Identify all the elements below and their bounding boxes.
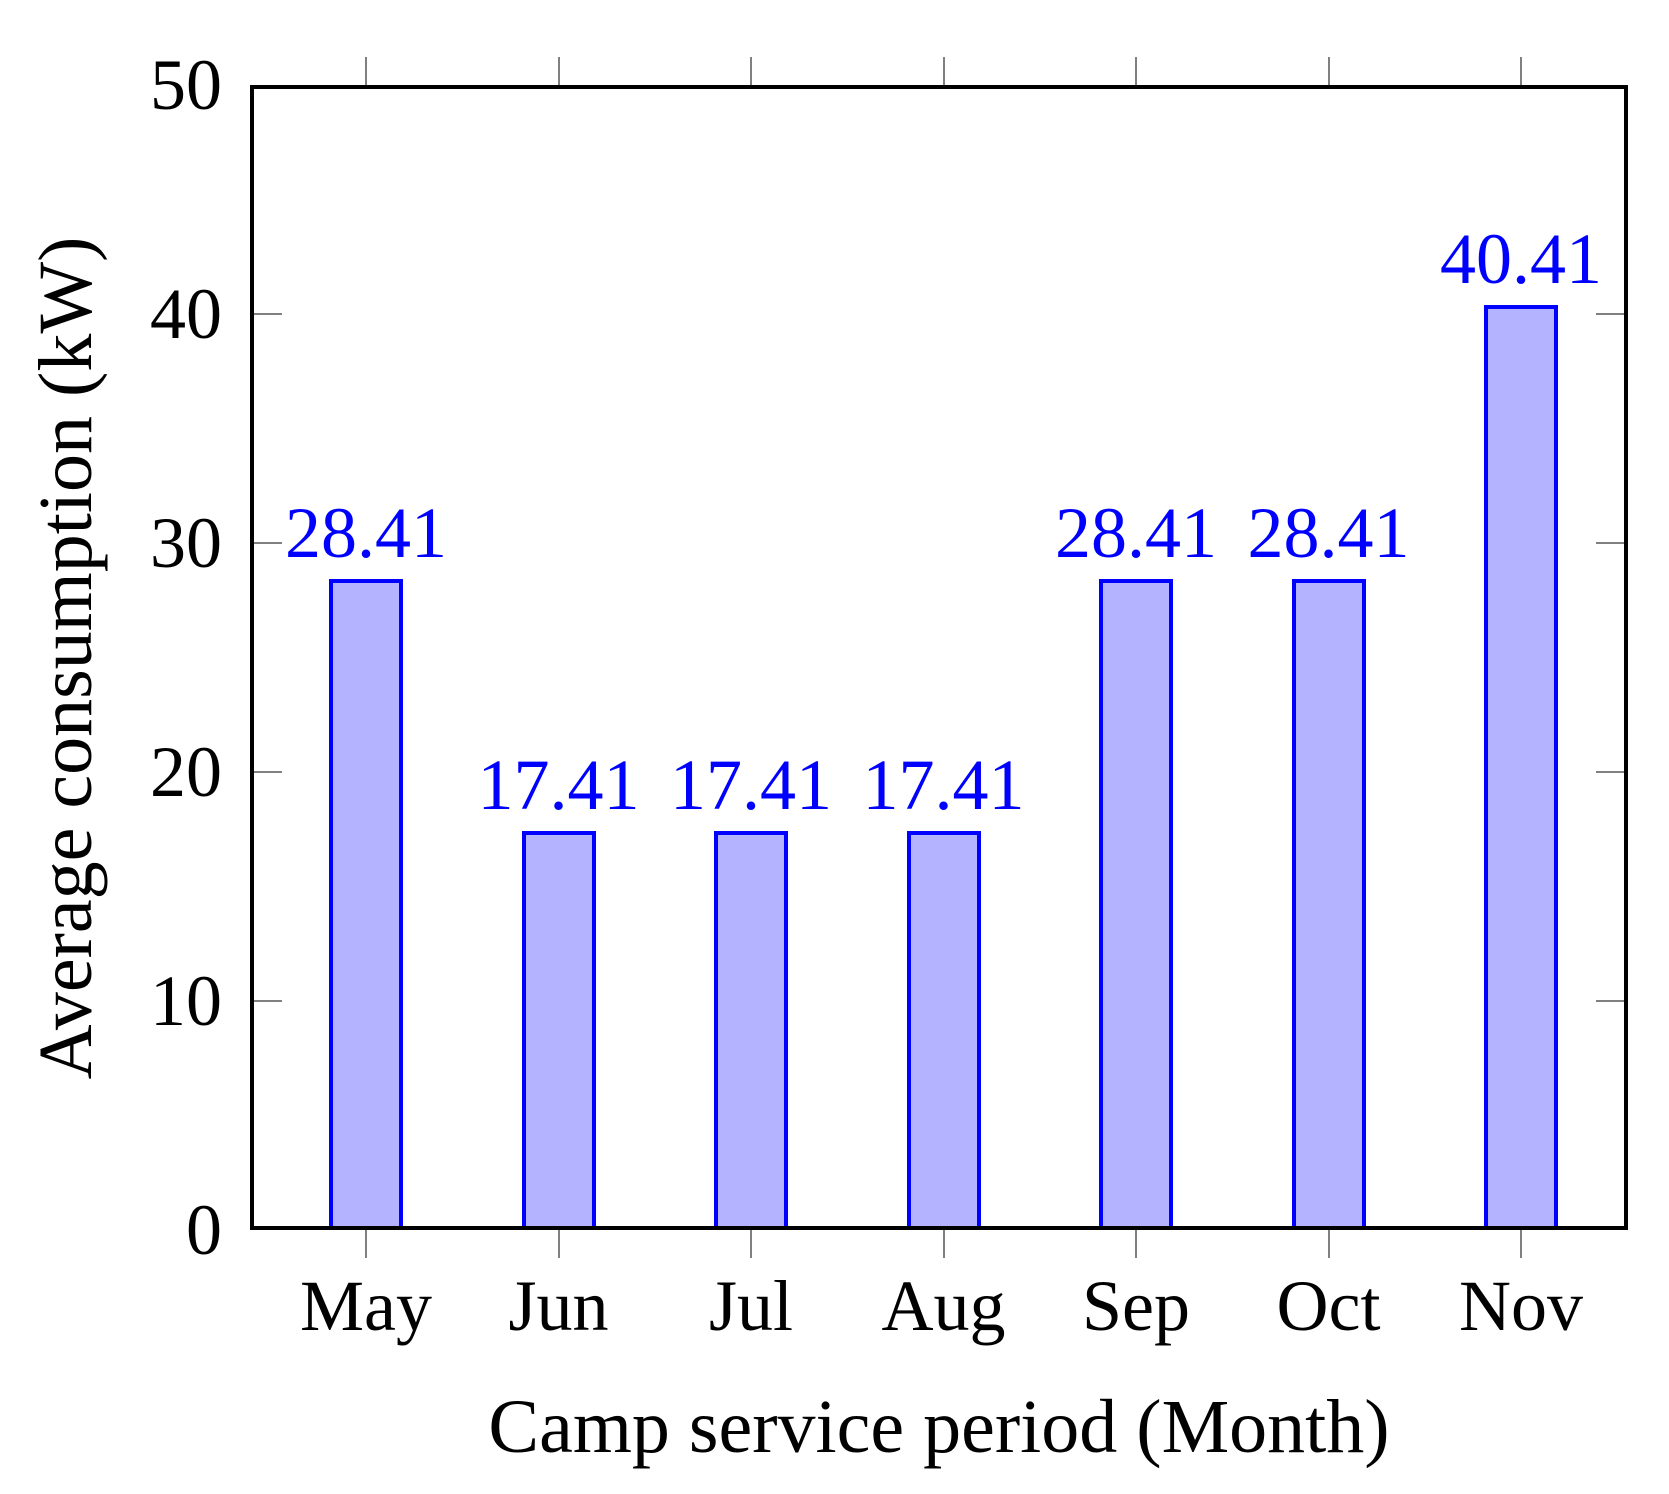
x-tick-label-sep: Sep [1082, 1266, 1190, 1346]
y-tick-right [1596, 313, 1624, 315]
bar-value-label: 28.41 [1055, 493, 1217, 574]
x-axis-title: Camp service period (Month) [488, 1385, 1390, 1469]
bar-nov [1484, 304, 1558, 1230]
y-tick-left [254, 313, 282, 315]
bar-value-label: 17.41 [862, 745, 1025, 826]
bar-value-label: 17.41 [670, 745, 832, 826]
x-tick-bottom [1327, 1230, 1330, 1258]
bar-sep [1099, 579, 1173, 1230]
x-tick-label-aug: Aug [881, 1266, 1006, 1346]
bar-value-label: 40.41 [1440, 218, 1602, 299]
y-tick-label: 20 [150, 732, 222, 812]
x-tick-top [557, 57, 560, 85]
x-tick-top [1135, 57, 1137, 85]
x-tick-top [1520, 57, 1522, 85]
y-tick-left [254, 542, 282, 544]
x-tick-label-oct: Oct [1276, 1266, 1381, 1346]
y-tick-label: 10 [150, 961, 222, 1041]
y-tick-label: 50 [150, 45, 222, 125]
x-tick-label-jul: Jul [708, 1266, 794, 1346]
y-tick-right [1596, 1000, 1624, 1002]
x-tick-top [365, 57, 367, 85]
x-tick-top [750, 57, 752, 85]
x-tick-bottom [1520, 1230, 1522, 1258]
y-tick-label: 30 [150, 503, 222, 583]
bar-aug [906, 831, 981, 1230]
y-tick-right [1596, 542, 1624, 544]
bar-value-label: 28.41 [285, 493, 447, 574]
y-tick-label: 40 [150, 274, 222, 354]
x-tick-label-nov: Nov [1459, 1266, 1583, 1346]
y-tick-left [254, 771, 282, 773]
y-tick-left [254, 1000, 282, 1002]
x-tick-top [942, 57, 945, 85]
bar-value-label: 28.41 [1247, 493, 1410, 574]
y-tick-right [1596, 771, 1624, 773]
x-tick-bottom [557, 1230, 560, 1258]
y-tick-label: 0 [186, 1190, 222, 1270]
bar-value-label: 17.41 [477, 745, 640, 826]
x-tick-bottom [1135, 1230, 1137, 1258]
x-tick-top [1327, 57, 1330, 85]
y-axis-title: Average consumption (kW) [24, 236, 108, 1079]
bar-may [329, 579, 403, 1230]
x-tick-label-may: May [300, 1266, 432, 1346]
bar-jun [521, 831, 596, 1230]
bar-jul [714, 831, 788, 1230]
x-tick-bottom [942, 1230, 945, 1258]
x-tick-bottom [365, 1230, 367, 1258]
x-tick-bottom [750, 1230, 752, 1258]
bar-oct [1291, 579, 1366, 1230]
x-tick-label-jun: Jun [508, 1266, 609, 1346]
